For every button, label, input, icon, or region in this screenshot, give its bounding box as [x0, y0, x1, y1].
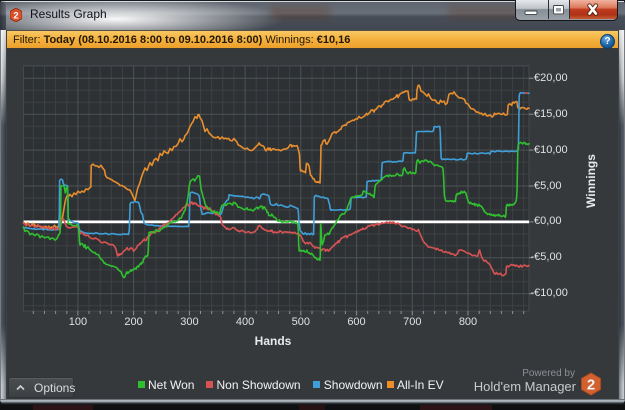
- svg-text:2: 2: [587, 377, 595, 394]
- svg-text:2: 2: [13, 11, 18, 22]
